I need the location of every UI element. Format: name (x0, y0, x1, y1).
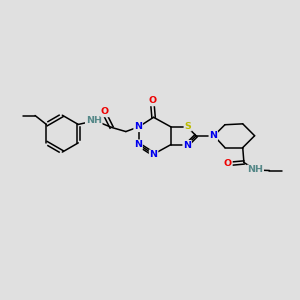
Text: S: S (184, 122, 191, 131)
Text: N: N (150, 150, 158, 159)
Text: O: O (224, 159, 232, 168)
Text: O: O (148, 97, 156, 106)
Text: N: N (209, 131, 217, 140)
Text: N: N (134, 140, 142, 149)
Text: NH: NH (247, 165, 263, 174)
Text: O: O (101, 107, 109, 116)
Text: NH: NH (86, 116, 102, 125)
Text: N: N (183, 141, 191, 150)
Text: N: N (134, 122, 142, 131)
